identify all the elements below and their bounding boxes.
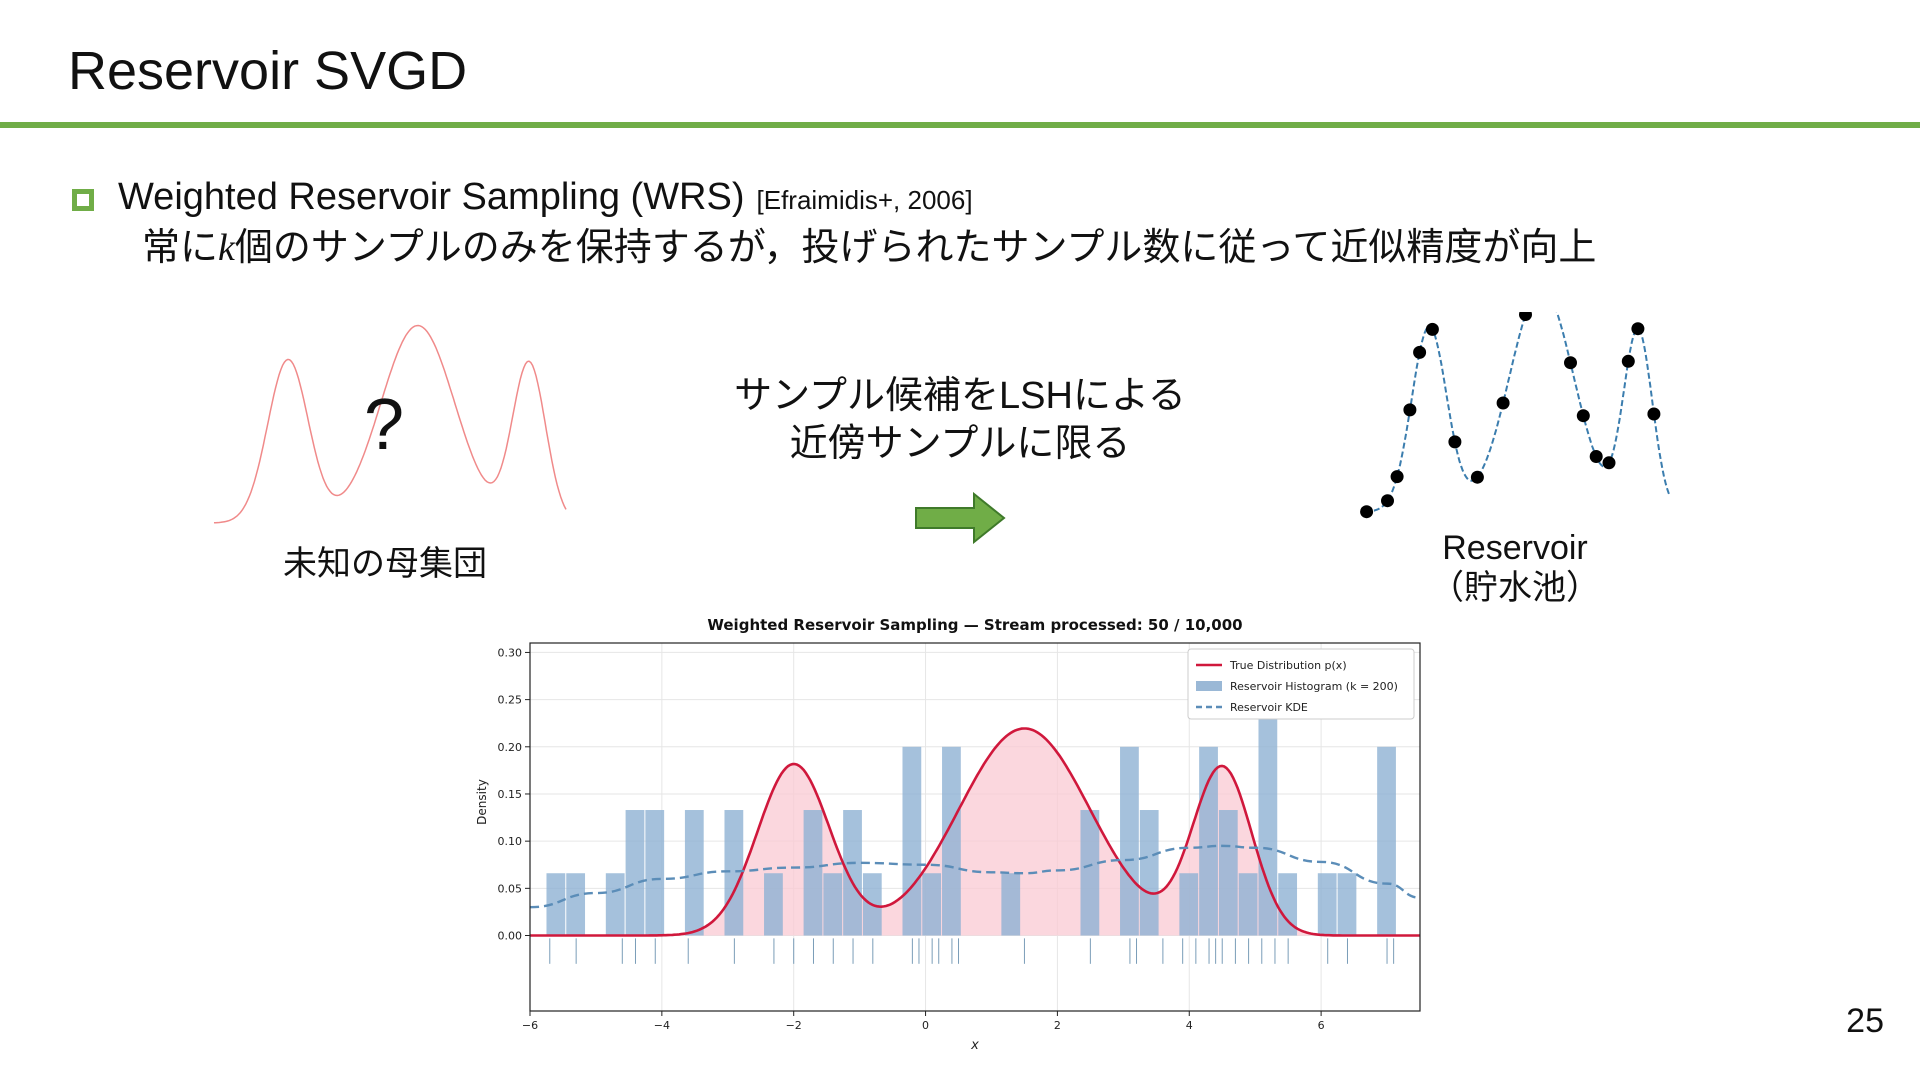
reservoir-sample-dot: [1496, 396, 1510, 410]
x-tick-label: −2: [786, 1019, 802, 1032]
x-tick-label: 0: [922, 1019, 929, 1032]
histogram-bar: [1337, 873, 1357, 936]
histogram-bar: [843, 810, 862, 936]
histogram-bar: [902, 746, 922, 936]
bullet-citation: [Efraimidis+, 2006]: [756, 185, 973, 215]
reservoir-sample-dot: [1470, 470, 1484, 484]
histogram-bar: [1120, 746, 1139, 936]
kde-line: [529, 844, 1421, 909]
reservoir-sample-dot: [1519, 312, 1532, 321]
histogram-bar: [546, 873, 566, 936]
reservoir-sample-dot: [1448, 435, 1462, 449]
square-bullet-icon: [72, 189, 94, 211]
right-arrow-icon: [915, 492, 1006, 544]
legend-label: Reservoir KDE: [1230, 701, 1308, 714]
reservoir-sample-dot: [1390, 470, 1404, 484]
k-variable: k: [218, 227, 235, 269]
reservoir-sample-dot: [1413, 345, 1427, 359]
histogram-bar: [942, 746, 961, 936]
histogram-bar: [764, 873, 783, 936]
lsh-explanation: サンプル候補をLSHによる 近傍サンプルに限る: [690, 372, 1230, 468]
reservoir-sample-dot: [1564, 356, 1577, 370]
reservoir-samples-figure: [1360, 312, 1671, 519]
reservoir-sample-dot: [1425, 322, 1439, 336]
reservoir-label: Reservoir （貯水池）: [1400, 528, 1630, 608]
legend-label: True Distribution p(x): [1229, 659, 1347, 672]
title-divider: [0, 122, 1920, 128]
bullet-item: Weighted Reservoir Sampling (WRS) [Efrai…: [72, 176, 973, 219]
x-tick-label: 2: [1054, 1019, 1061, 1032]
y-tick-label: 0.15: [498, 788, 523, 801]
y-tick-label: 0.05: [498, 882, 523, 895]
rug-marks: [549, 938, 1395, 964]
reservoir-sample-dot: [1589, 450, 1603, 463]
histogram-bar: [1080, 810, 1100, 936]
lsh-explanation-line2: 近傍サンプルに限る: [789, 423, 1131, 465]
x-tick-label: −6: [522, 1019, 538, 1032]
histogram-bar: [1317, 873, 1337, 936]
reservoir-sample-dot: [1621, 354, 1635, 368]
bullet-description-part: 個のサンプルのみを保持するが，投げられたサンプル数に従って近似精度が向上: [234, 227, 1597, 269]
x-axis-label: x: [970, 1038, 979, 1053]
reservoir-sample-dot: [1381, 494, 1394, 508]
bullet-description-part: 常に: [142, 227, 219, 269]
population-label: 未知の母集団: [283, 545, 487, 583]
x-tick-label: −4: [654, 1019, 670, 1032]
histogram-bar: [1218, 810, 1238, 936]
histogram-bar: [803, 810, 823, 936]
histogram-bar: [1139, 810, 1159, 936]
histogram-bar: [566, 873, 586, 936]
true-distribution-line: [530, 727, 1420, 937]
y-tick-label: 0.25: [498, 694, 523, 707]
legend-label: Reservoir Histogram (k = 200): [1230, 680, 1398, 693]
reservoir-sample-dot: [1647, 407, 1661, 421]
reservoir-sample-dot: [1403, 403, 1417, 417]
histogram-bar: [645, 810, 665, 936]
y-tick-label: 0.10: [498, 835, 523, 848]
reservoir-label-line1: Reservoir: [1442, 529, 1588, 567]
reservoir-label-line2: （貯水池）: [1430, 569, 1600, 607]
y-axis-label: Density: [475, 779, 489, 825]
page-number: 25: [1846, 1002, 1884, 1040]
slide-title: Reservoir SVGD: [68, 41, 468, 101]
y-tick-label: 0.00: [498, 930, 523, 943]
bullet-heading: Weighted Reservoir Sampling (WRS): [118, 176, 745, 218]
lsh-explanation-line1: サンプル候補をLSHによる: [734, 375, 1186, 417]
bullet-description: 常にk個のサンプルのみを保持するが，投げられたサンプル数に従って近似精度が向上: [142, 216, 1596, 271]
histogram-bar: [625, 810, 645, 936]
plot-frame: [529, 642, 1421, 1012]
x-tick-label: 6: [1318, 1019, 1325, 1032]
reservoir-sample-dot: [1360, 505, 1374, 519]
question-mark: ?: [364, 385, 405, 465]
histogram-bar: [1179, 873, 1199, 936]
reservoir-sample-dot: [1602, 456, 1616, 470]
histogram-bar: [1258, 699, 1278, 936]
wrs-density-chart: Weighted Reservoir Sampling — Stream pro…: [475, 616, 1421, 1053]
histogram-bar: [823, 873, 843, 936]
histogram-bar: [684, 810, 704, 936]
legend-histogram-swatch: [1196, 681, 1222, 691]
y-tick-label: 0.20: [498, 741, 523, 754]
histogram-bar: [724, 810, 744, 936]
histogram-bar: [1377, 746, 1396, 936]
histogram-bar: [1238, 873, 1258, 936]
histogram-bar: [1199, 746, 1218, 936]
histogram-bar: [605, 873, 625, 936]
histogram-bar: [922, 873, 942, 936]
x-tick-label: 4: [1186, 1019, 1193, 1032]
histogram-bar: [1278, 873, 1298, 936]
y-tick-label: 0.30: [498, 646, 523, 659]
chart-title: Weighted Reservoir Sampling — Stream pro…: [707, 616, 1242, 634]
chart-legend: True Distribution p(x) Reservoir Histogra…: [1187, 648, 1415, 720]
reservoir-sample-dot: [1576, 409, 1590, 423]
unknown-population-curve: [213, 324, 567, 524]
histogram-bar: [1001, 873, 1021, 936]
reservoir-sample-dot: [1631, 322, 1645, 336]
